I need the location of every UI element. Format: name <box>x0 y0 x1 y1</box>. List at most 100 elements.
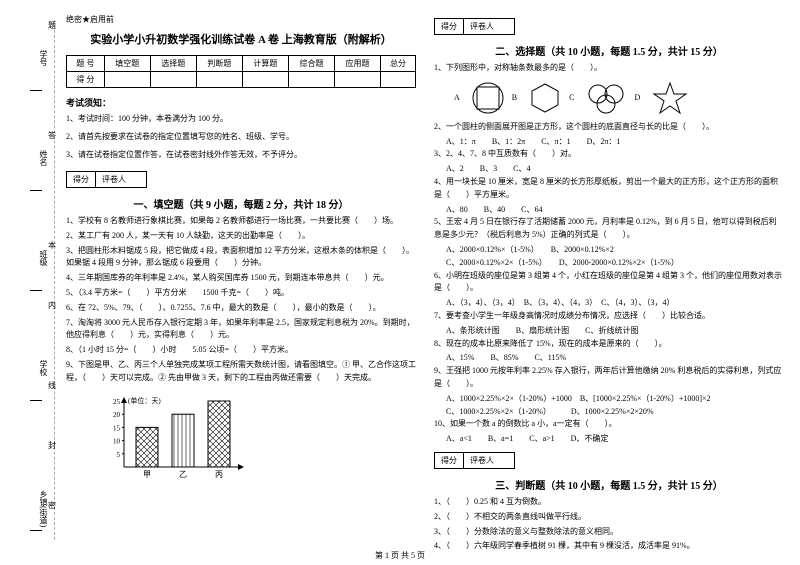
choice-options: A、1000×2.25%×2×（1-20%）+1000 B、[1000×2.25… <box>434 393 784 419</box>
choice-options: A、2 B、3 C、4 <box>434 163 784 176</box>
hdr-cell: 总分 <box>381 56 416 72</box>
svg-text:15: 15 <box>113 424 121 432</box>
choice-options: A、15% B、85% C、115% <box>434 352 784 365</box>
notice-item: 1、考试时间：100 分钟，本卷满分为 100 分。 <box>66 113 416 125</box>
hdr-cell <box>381 72 416 88</box>
gutter-field-label: 姓名 <box>38 150 49 166</box>
score-box-2: 得分 评卷人 <box>434 18 515 35</box>
q2-1: 1、下列图形中，对称轴条数最多的是（ ）。 <box>434 62 784 75</box>
seal-marker: 本 <box>48 240 56 251</box>
choice-question: 2、一个圆柱的侧面展开图是正方形，这个圆柱的底面直径与长的比是（ ）。 <box>434 121 784 134</box>
seal-marker: 答 <box>48 130 56 141</box>
hdr-cell <box>288 72 334 88</box>
hdr-cell: 选择题 <box>150 56 196 72</box>
fill-question: 2、某工厂有 200 人，某一天有 10 人缺勤，这天的出勤率是（ ）。 <box>66 230 416 243</box>
gutter-field-label: 班级 <box>38 250 49 266</box>
fill-question: 8、（1 小时 15 分=（ ）小时 5.05 公顷=（ ）平方米。 <box>66 344 416 357</box>
hdr-cell: 综合题 <box>288 56 334 72</box>
svg-text:乙: 乙 <box>179 470 187 479</box>
hdr-cell <box>242 72 288 88</box>
section-1-title: 一、填空题（共 9 小题，每题 2 分，共计 18 分） <box>66 196 416 211</box>
score-label: 得分 <box>67 172 96 187</box>
fill-question: 6、在 72、5%、79、（ ）、0.7255、7.6 中，最大的数是（ ），最… <box>66 302 416 315</box>
shape-options: A B C D <box>454 81 784 115</box>
judge-question: 1、（ ）0.25 和 4 互为倒数。 <box>434 496 784 509</box>
hdr-cell: 应用题 <box>335 56 381 72</box>
gutter-underline <box>30 90 42 91</box>
notice-item: 3、请在试卷指定位置作答，在试卷密封线外作答无效，不予评分。 <box>66 149 416 161</box>
square-in-circle-icon <box>472 82 504 114</box>
choice-options: A、2000×0.12%×（1-5%） B、2000×0.12%×2 C、200… <box>434 244 784 270</box>
hdr-cell <box>104 72 150 88</box>
choice-options: A、（3，4）、（3，4） B、（3，4）、（4，3） C、（4，3）、（3，4… <box>434 297 784 310</box>
judge-question: 3、（ ）分数除法的意义与整数除法的意义相同。 <box>434 526 784 539</box>
fill-question: 1、学校有 8 名教师进行象棋比赛，如果每 2 名教师都进行一场比赛，一共要比赛… <box>66 215 416 228</box>
column-right: 得分 评卷人 二、选择题（共 10 小题，每题 1.5 分，共计 15 分） 1… <box>434 14 784 544</box>
fill-question: 3、把圆柱形木料锯成 5 段，把它做成 4 段，表面积增加 12 平方分米，这根… <box>66 245 416 271</box>
choice-question: 10、如果一个数 a 的倒数比 a 小，a一定有（ ）。 <box>434 418 784 431</box>
opt-d-label: D <box>634 93 640 102</box>
opt-c-label: C <box>569 93 574 102</box>
svg-text:甲: 甲 <box>143 470 151 479</box>
choice-question: 4、用一块长是 10 厘米，宽是 8 厘米的长方形厚纸板，剪出一个最大的正方形，… <box>434 176 784 202</box>
svg-text:25: 25 <box>113 398 121 406</box>
page-footer: 第 1 页 共 5 页 <box>0 550 800 561</box>
star-icon <box>652 81 688 115</box>
hdr-cell: 判断题 <box>196 56 242 72</box>
hdr-cell: 题 号 <box>67 56 105 72</box>
choice-question: 6、小明在班级的座位是第 3 组第 4 个，小红在班级的座位是第 4 组第 3 … <box>434 270 784 296</box>
hdr-cell: 计算题 <box>242 56 288 72</box>
section-2-title: 二、选择题（共 10 小题，每题 1.5 分，共计 15 分） <box>434 43 784 58</box>
fill-question: 9、下图是甲、乙、丙三个人单独完成某项工程所需天数统计图，请看图填空。① 甲、乙… <box>66 359 416 385</box>
score-box-3: 得分 评卷人 <box>434 452 515 469</box>
choice-question: 9、王强把 1000 元按年利率 2.25% 存入银行，两年后计算他缴纳 20%… <box>434 365 784 391</box>
hdr-cell: 填空题 <box>104 56 150 72</box>
grader-label: 评卷人 <box>464 453 514 468</box>
svg-text:20: 20 <box>113 411 121 419</box>
hdr-cell: 得 分 <box>67 72 105 88</box>
svg-text:(单位：天): (单位：天) <box>128 396 161 405</box>
three-circles-icon <box>586 82 626 114</box>
choice-options: A、a<1 B、a=1 C、a>1 D、不确定 <box>434 433 784 446</box>
choice-question: 3、2、4、7、8 中互质数有（ ）对。 <box>434 148 784 161</box>
secret-label: 绝密★启用前 <box>66 14 416 25</box>
choice-options: A、80 B、40 C、64 <box>434 204 784 217</box>
hdr-cell <box>150 72 196 88</box>
score-label: 得分 <box>435 453 464 468</box>
fill-question: 5、（3.4 平方米=（ ）平方分米 1500 千克=（ ）吨。 <box>66 287 416 300</box>
gutter-field-label: 学校 <box>38 360 49 376</box>
opt-a-label: A <box>454 93 460 102</box>
notice-item: 2、请首先按要求在试卷的指定位置填写您的姓名、班级、学号。 <box>66 131 416 143</box>
judge-question: 2、（ ）不相交的两条直线叫做平行线。 <box>434 511 784 524</box>
score-box-1: 得分 评卷人 <box>66 171 147 188</box>
choice-options: A、条形统计图 B、扇形统计图 C、折线统计图 <box>434 325 784 338</box>
bar-chart: 5 10 15 20 25 (单位：天) 甲 乙 丙 <box>96 393 246 483</box>
choice-question: 8、现在的成本比原来降低了 15%，现在的成本是原来的（ ）。 <box>434 338 784 351</box>
svg-text:丙: 丙 <box>215 470 223 479</box>
seal-marker: 密 <box>48 500 56 511</box>
exam-title: 实验小学小升初数学强化训练试卷 A 卷 上海教育版（附解析） <box>66 31 416 47</box>
gutter-underline <box>30 190 42 191</box>
hdr-cell <box>335 72 381 88</box>
seal-marker: 封 <box>48 440 56 451</box>
choice-question: 5、王宏 4 月 5 日在银行存了活期储蓄 2000 元，月利率是 0.12%，… <box>434 216 784 242</box>
gutter-underline <box>30 530 42 531</box>
column-left: 绝密★启用前 实验小学小升初数学强化训练试卷 A 卷 上海教育版（附解析） 题 … <box>66 14 416 544</box>
gutter-underline <box>30 400 42 401</box>
fill-question: 7、淘淘将 3000 元人民币存入银行定期 3 年，如果年利率是 2.5，国家规… <box>66 317 416 343</box>
grader-label: 评卷人 <box>464 19 514 34</box>
section-3-title: 三、判断题（共 10 小题，每题 1.5 分，共计 15 分） <box>434 477 784 492</box>
score-label: 得分 <box>435 19 464 34</box>
seal-marker: 题 <box>48 20 56 31</box>
svg-text:10: 10 <box>113 437 121 445</box>
header-score-table: 题 号填空题选择题判断题计算题综合题应用题总分 得 分 <box>66 55 416 88</box>
notice-heading: 考试须知： <box>66 96 416 109</box>
gutter-field-label: 学号 <box>38 50 49 66</box>
hexagon-icon <box>529 82 561 114</box>
seal-marker: 内 <box>48 300 56 311</box>
svg-text:5: 5 <box>117 450 121 458</box>
gutter-underline <box>30 290 42 291</box>
opt-b-label: B <box>512 93 517 102</box>
fill-question: 4、三年期国库券的年利率是 2.4%，某人购买国库券 1500 元，到期连本带息… <box>66 272 416 285</box>
grader-label: 评卷人 <box>96 172 146 187</box>
